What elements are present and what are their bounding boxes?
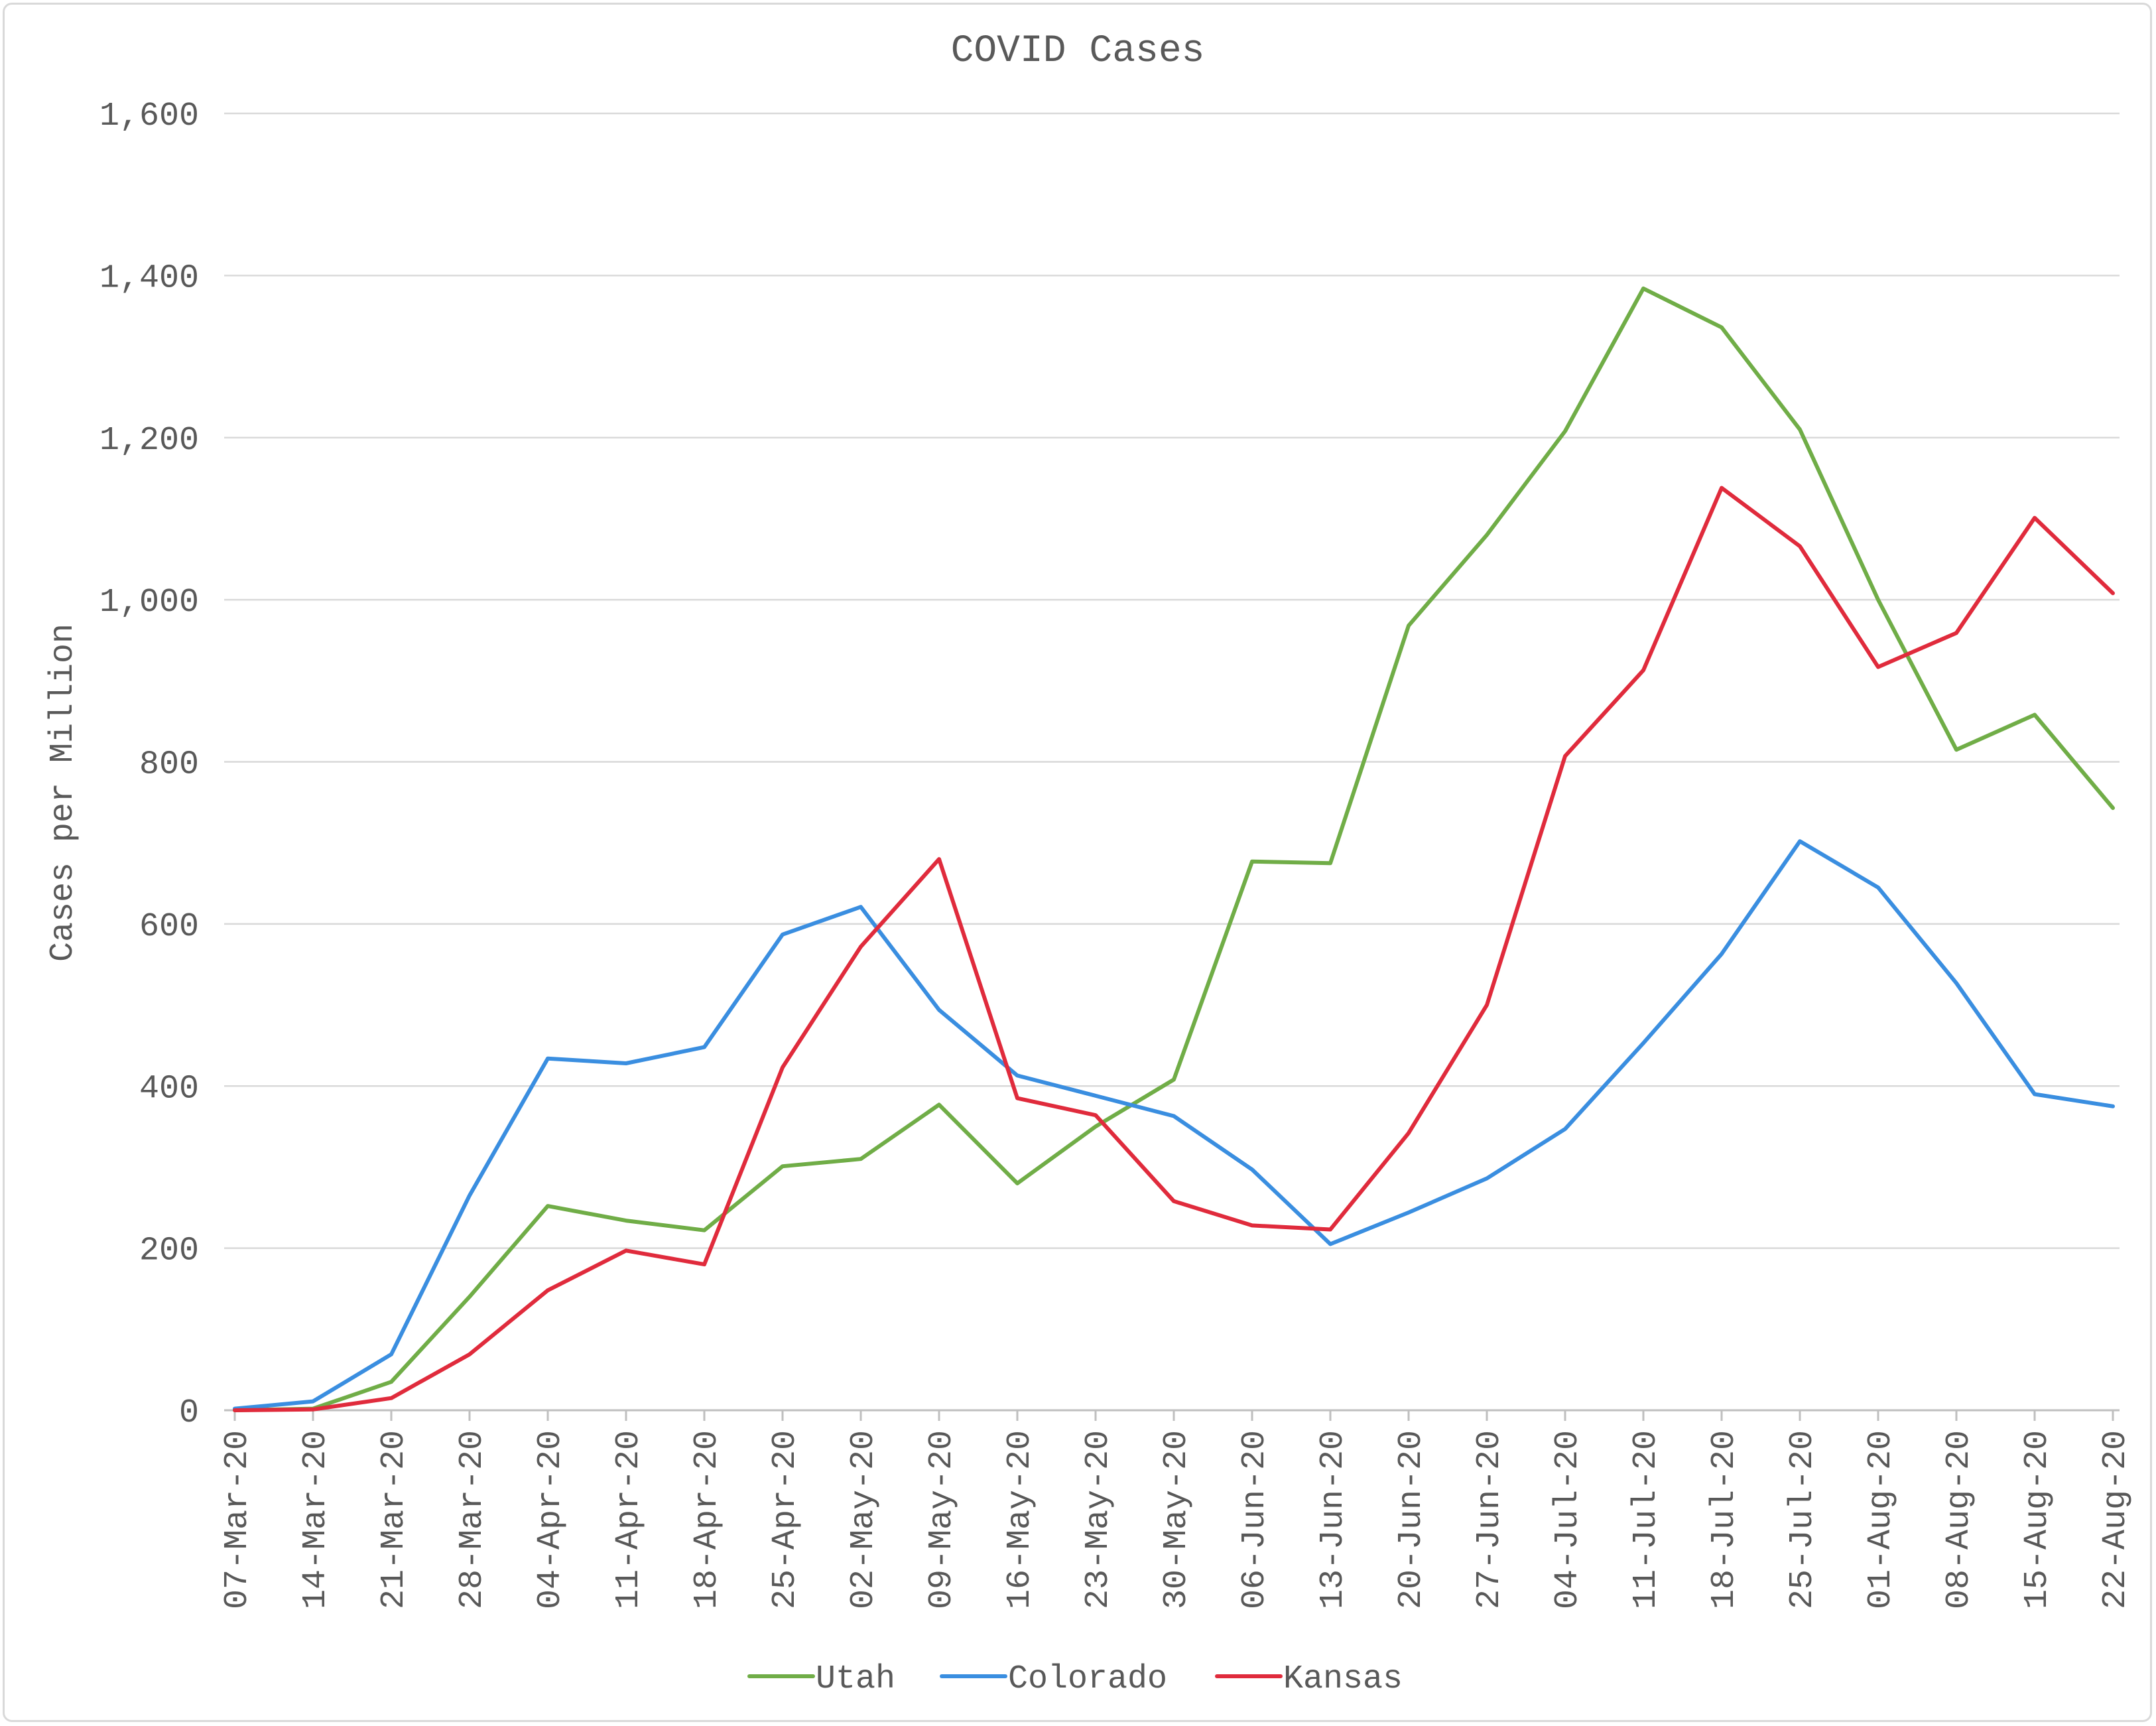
x-tick-label: 22-Aug-20 [2097, 1430, 2135, 1609]
x-tick-label: 25-Apr-20 [767, 1430, 804, 1609]
x-tick-label: 07-Mar-20 [219, 1430, 257, 1609]
x-tick-label: 30-May-20 [1158, 1430, 1196, 1609]
y-tick-label: 400 [139, 1070, 199, 1108]
legend-label-utah: Utah [816, 1660, 895, 1698]
x-tick-label: 18-Apr-20 [688, 1430, 726, 1609]
series-line-kansas [233, 486, 2115, 1412]
legend: Utah Colorado Kansas [747, 1660, 1403, 1698]
x-tick-label: 09-May-20 [923, 1430, 961, 1609]
y-tick-labels: 0 200 400 600 800 1,000 1,200 1,400 1,600 [99, 98, 199, 1432]
gridlines [224, 112, 2120, 1249]
x-tick-label: 23-May-20 [1080, 1430, 1117, 1609]
legend-label-kansas: Kansas [1283, 1660, 1403, 1698]
x-tick-label: 01-Aug-20 [1862, 1430, 1900, 1609]
y-axis-title: Cases per Million [44, 624, 82, 962]
x-tick-label: 15-Aug-20 [2019, 1430, 2057, 1609]
legend-label-colorado: Colorado [1008, 1660, 1167, 1698]
x-tick-label: 16-May-20 [1001, 1430, 1039, 1609]
x-tick-label: 20-Jun-20 [1393, 1430, 1430, 1609]
x-tick-label: 04-Apr-20 [532, 1430, 570, 1609]
series-lines [233, 286, 2115, 1412]
x-tick-label: 14-Mar-20 [297, 1430, 335, 1609]
y-tick-label: 800 [139, 746, 199, 784]
x-tick-label: 11-Jul-20 [1627, 1430, 1665, 1609]
x-tick-label: 11-Apr-20 [610, 1430, 648, 1609]
x-tick-label: 04-Jul-20 [1549, 1430, 1587, 1609]
y-tick-label: 1,600 [99, 98, 199, 135]
x-tick-label: 21-Mar-20 [375, 1430, 413, 1609]
x-tick-label: 18-Jul-20 [1706, 1430, 1744, 1609]
x-tick-label: 27-Jun-20 [1471, 1430, 1509, 1609]
axes [224, 1409, 2120, 1421]
y-tick-label: 1,000 [99, 584, 199, 622]
y-tick-label: 1,200 [99, 422, 199, 460]
y-tick-label: 600 [139, 908, 199, 946]
x-tick-label: 28-Mar-20 [454, 1430, 491, 1609]
x-tick-label: 08-Aug-20 [1940, 1430, 1978, 1609]
x-tick-labels: 07-Mar-20 14-Mar-20 21-Mar-20 28-Mar-20 04-A… [219, 1430, 2135, 1609]
series-line-colorado [233, 839, 2115, 1411]
x-tick-label: 02-May-20 [845, 1430, 883, 1609]
x-tick-label: 06-Jun-20 [1236, 1430, 1274, 1609]
x-tick-label: 13-Jun-20 [1314, 1430, 1352, 1609]
chart-frame [3, 3, 2152, 1722]
series-line-utah [233, 286, 2115, 1412]
y-tick-label: 1,400 [99, 259, 199, 297]
y-tick-label: 0 [179, 1394, 199, 1432]
chart-title: COVID Cases [951, 30, 1205, 73]
y-tick-label: 200 [139, 1232, 199, 1270]
x-tick-label: 25-Jul-20 [1784, 1430, 1822, 1609]
